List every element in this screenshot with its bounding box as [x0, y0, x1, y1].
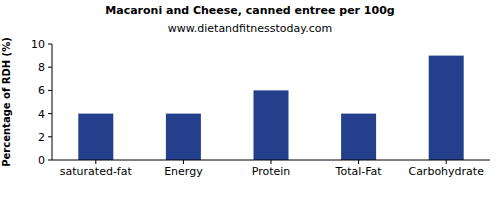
subtitle: www.dietandfitnesstoday.com — [168, 22, 332, 35]
x-tick-label: saturated-fat — [60, 165, 133, 178]
bar — [166, 114, 201, 160]
y-tick — [48, 44, 52, 45]
y-tick — [48, 113, 52, 114]
bar — [341, 114, 376, 160]
y-tick-label: 2 — [38, 131, 45, 144]
x-tick-label: Protein — [252, 165, 291, 178]
y-tick-label: 0 — [38, 154, 45, 167]
y-tick — [48, 90, 52, 91]
bar — [429, 56, 464, 160]
title: Macaroni and Cheese, canned entree per 1… — [105, 4, 394, 17]
y-tick-label: 8 — [38, 61, 45, 74]
x-tick — [446, 160, 447, 164]
y-tick — [48, 160, 52, 161]
y-tick-label: 4 — [38, 108, 45, 121]
y-tick-label: 6 — [38, 84, 45, 97]
x-tick-label: Energy — [164, 165, 203, 178]
x-tick — [95, 160, 96, 164]
x-tick — [183, 160, 184, 164]
y-tick-label: 10 — [31, 38, 45, 51]
x-tick-label: Carbohydrate — [408, 165, 484, 178]
y-axis-label: Percentage of RDH (%) — [1, 37, 12, 167]
bars — [78, 56, 463, 160]
bar — [78, 114, 113, 160]
bar — [254, 90, 289, 160]
y-tick — [48, 136, 52, 137]
chart-container: Macaroni and Cheese, canned entree per 1… — [0, 0, 500, 200]
x-tick — [271, 160, 272, 164]
chart-svg: Macaroni and Cheese, canned entree per 1… — [0, 0, 500, 200]
y-axis-line — [52, 44, 53, 160]
x-tick-label: Total-Fat — [335, 165, 383, 178]
x-tick — [358, 160, 359, 164]
y-tick — [48, 67, 52, 68]
